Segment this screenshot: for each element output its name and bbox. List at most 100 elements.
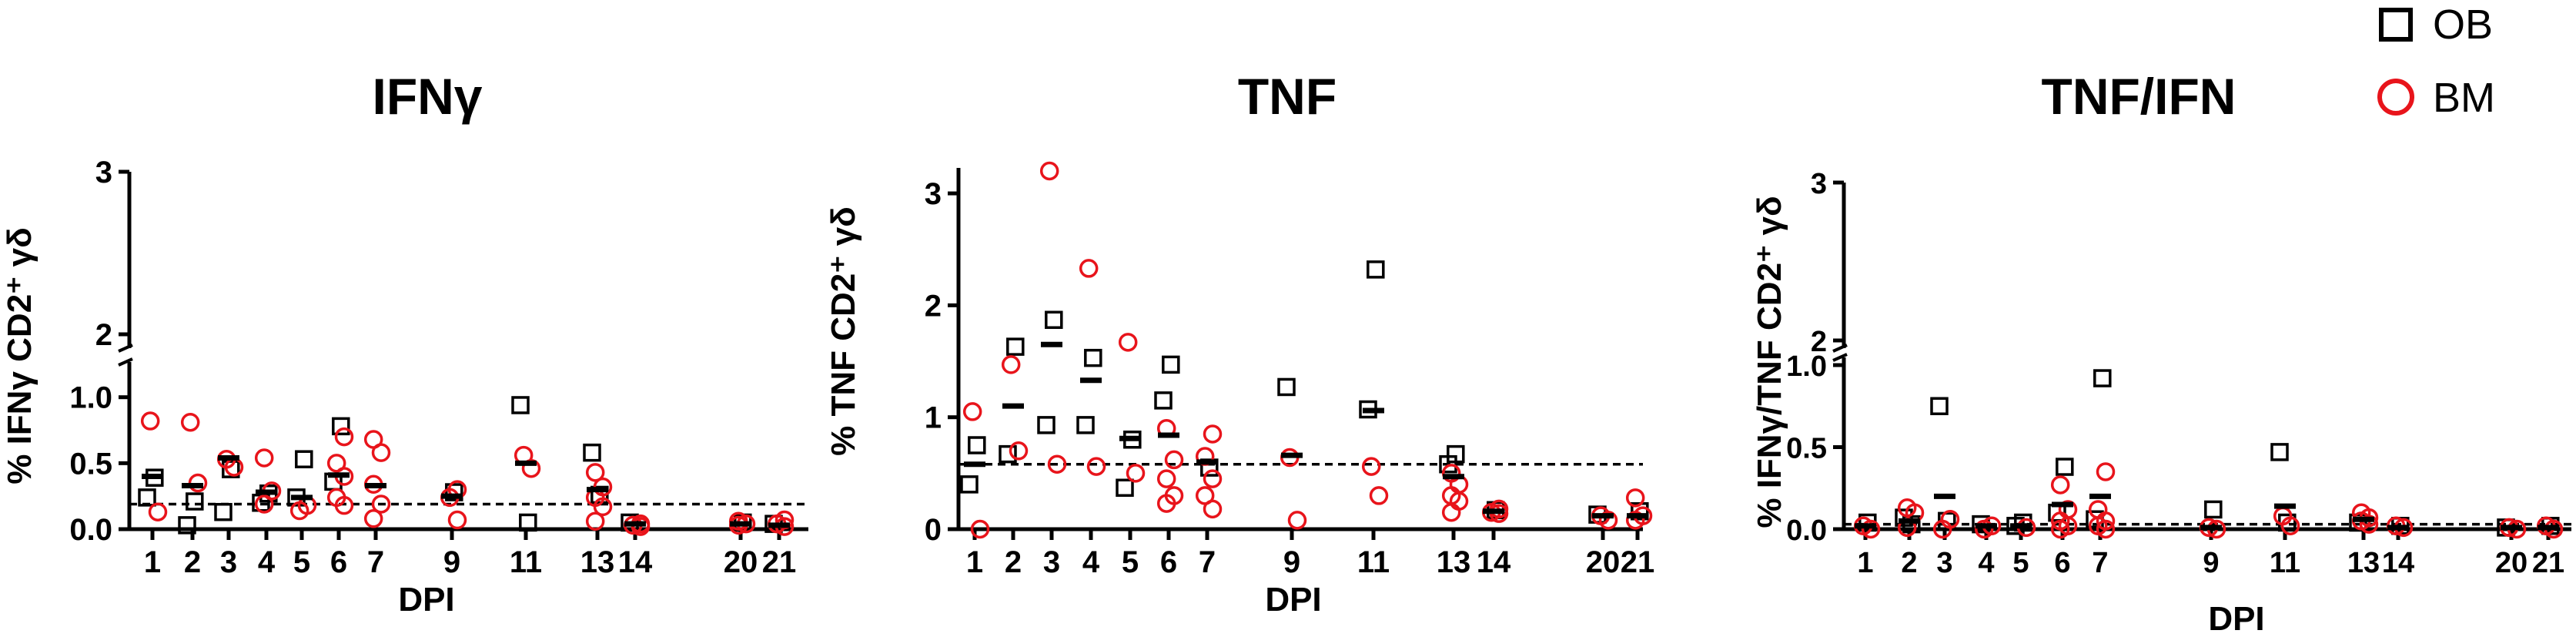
data-point-ob <box>1930 397 1949 415</box>
y-tick-label: 0.5 <box>69 447 112 481</box>
x-tick-label: 4 <box>1978 547 1994 579</box>
x-tick-label: 14 <box>1477 545 1511 579</box>
x-tick-label: 5 <box>1122 545 1139 579</box>
x-tick-label: 14 <box>2382 547 2414 579</box>
x-tick-label: 9 <box>443 545 460 579</box>
data-point-ob <box>960 475 979 494</box>
x-tick-label: 3 <box>1936 547 1952 579</box>
x-tick-label: 11 <box>510 545 542 579</box>
axis-break-mark <box>1832 344 1848 353</box>
data-point-ob <box>1162 355 1180 374</box>
panel-tnf-ifn: TNF/IFN % IFNγ/TNF CD2⁺ γδ DPI 0.0 0.5 1.0… <box>1751 68 2571 637</box>
chart-title: IFNγ <box>372 68 482 125</box>
data-point-ob <box>2056 458 2074 476</box>
data-point-bm <box>254 448 274 468</box>
x-tick-label: 1 <box>1857 547 1873 579</box>
x-tick-label: 3 <box>1043 545 1060 579</box>
x-tick-label: 20 <box>1586 545 1621 579</box>
axis-break-mark <box>118 344 133 353</box>
x-axis-label: DPI <box>398 581 454 619</box>
data-point-bm <box>1598 511 1618 530</box>
data-point-bm <box>371 495 391 514</box>
data-point-bm <box>254 495 274 514</box>
legend-square-icon <box>2379 8 2413 42</box>
data-point-bm <box>447 510 467 530</box>
x-tick-label: 13 <box>2347 547 2380 579</box>
x-tick-label: 5 <box>293 545 310 579</box>
data-point-ob <box>332 417 350 436</box>
x-tick-label: 2 <box>1901 547 1917 579</box>
data-point-bm <box>1126 464 1146 483</box>
data-point-bm <box>1861 519 1881 539</box>
x-tick-label: 21 <box>762 545 797 579</box>
data-point-ob <box>968 436 986 454</box>
axis-break-mark <box>1832 353 1848 362</box>
data-point-bm <box>585 463 605 482</box>
data-point-ob <box>1037 416 1055 434</box>
x-tick-label: 4 <box>1082 545 1100 579</box>
data-point-ob <box>519 513 537 532</box>
legend-circle-icon <box>2377 79 2414 116</box>
x-tick-label: 9 <box>2203 547 2219 579</box>
x-tick-label: 11 <box>1357 545 1390 579</box>
x-tick-label: 21 <box>2532 547 2564 579</box>
x-tick-label: 6 <box>1160 545 1177 579</box>
y-tick-label: 1 <box>925 401 942 435</box>
data-point-ob <box>1006 337 1025 356</box>
data-point-bm <box>334 495 354 515</box>
data-point-bm <box>180 412 200 432</box>
data-point-bm <box>2050 475 2070 495</box>
data-point-bm <box>2096 519 2116 539</box>
data-point-bm <box>1203 469 1223 488</box>
data-point-ob <box>1116 478 1134 497</box>
data-point-bm <box>1164 450 1184 470</box>
x-tick-label: 9 <box>1283 545 1300 579</box>
y-tick-label: 0.0 <box>69 513 112 547</box>
data-point-bm <box>2050 519 2070 539</box>
data-point-bm <box>1079 259 1099 278</box>
y-tick-label: 2 <box>95 318 112 352</box>
x-tick-label: 2 <box>1005 545 1022 579</box>
data-point-bm <box>1086 457 1106 476</box>
data-point-ob <box>2204 500 2223 519</box>
x-tick-label: 7 <box>1199 545 1216 579</box>
data-point-bm <box>1203 424 1223 444</box>
data-point-bm <box>1156 494 1176 513</box>
data-point-ob <box>214 502 233 521</box>
x-tick-label: 13 <box>580 545 615 579</box>
x-tick-label: 13 <box>1437 545 1471 579</box>
data-point-bm <box>1441 502 1461 522</box>
legend: OB BM <box>2377 2 2495 121</box>
chart-title: TNF/IFN <box>2042 68 2236 125</box>
x-tick-label: 2 <box>184 545 201 579</box>
x-tick-label: 6 <box>2054 547 2070 579</box>
x-tick-label: 20 <box>2495 547 2527 579</box>
data-point-bm <box>1001 355 1021 374</box>
data-point-ob <box>1277 377 1296 397</box>
x-tick-label: 3 <box>220 545 237 579</box>
data-point-bm <box>1625 511 1645 530</box>
data-point-ob <box>2270 443 2289 461</box>
data-point-bm <box>1287 511 1307 530</box>
data-point-bm <box>289 501 309 521</box>
data-point-ob <box>178 516 196 535</box>
y-tick-label: 0 <box>925 513 942 547</box>
data-point-bm <box>334 427 354 447</box>
data-point-bm <box>1369 486 1389 505</box>
data-point-ob <box>1084 348 1102 367</box>
x-tick-label: 5 <box>2012 547 2029 579</box>
data-point-bm <box>1203 499 1223 519</box>
data-point-bm <box>585 511 605 531</box>
data-point-bm <box>521 458 541 478</box>
data-point-ob <box>222 460 240 478</box>
x-axis-label: DPI <box>2208 600 2264 637</box>
y-tick-label: 1.0 <box>69 381 112 415</box>
y-tick-label: 0.0 <box>1786 515 1827 547</box>
data-point-bm <box>1932 519 1952 539</box>
data-point-bm <box>371 443 391 462</box>
x-tick-label: 4 <box>258 545 276 579</box>
